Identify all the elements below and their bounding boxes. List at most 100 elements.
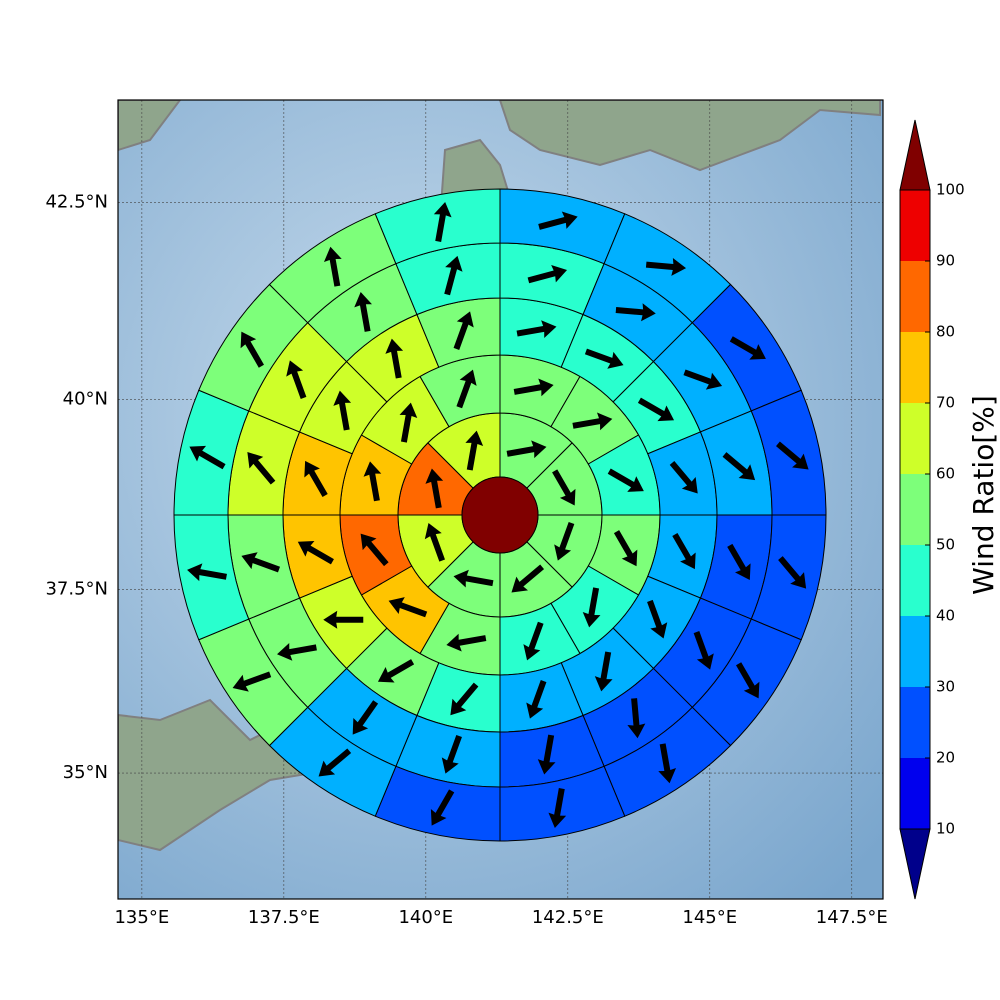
wind-arrow [627,698,646,739]
wind-arrow [385,338,404,379]
wind-arrow [232,671,272,692]
y-tick-label: 42.5°N [45,191,108,212]
wind-arrow [736,662,760,699]
wind-arrow [537,734,556,775]
colorbar-band [900,758,930,829]
wind-arrow [318,748,352,777]
wind-arrow [572,412,613,431]
wind-arrow [352,700,379,735]
colorbar-tick-label: 60 [936,465,955,483]
wind-arrow [323,610,364,629]
colorbar-band [900,545,930,616]
colorbar-band [900,616,930,687]
wind-arrow [388,597,428,618]
wind-arrow [776,441,809,470]
wind-arrow [548,788,567,828]
colorbar-tick-label: 100 [936,181,965,199]
wind-arrow [247,451,276,485]
center [461,476,539,554]
colorbar-tick-label: 30 [936,678,955,696]
colorbar: 10 20 30 40 50 60 70 80 90 100 [899,119,965,900]
x-tick-label: 142.5°E [532,907,604,928]
wind-arrow [424,522,445,562]
wind-arrow [669,460,698,494]
x-tick-label: 145°E [682,907,737,928]
wind-arrow [297,540,334,565]
wind-arrow [441,734,462,774]
sector [374,188,501,265]
land [118,100,182,152]
wind-arrow [277,643,317,661]
wind-arrow [554,521,575,561]
colorbar-band [900,332,930,403]
wind-arrow [444,255,463,296]
wind-arrow [645,257,687,276]
colorbar-tick-label: 10 [936,820,955,838]
x-tick-label: 135°E [114,907,169,928]
wind-arrow [189,445,226,470]
wind-arrow [453,569,494,588]
colorbar-band [900,261,930,332]
wind-arrow [693,631,714,670]
colorbar-tick-label: 20 [936,749,955,767]
colorbar-band [900,687,930,758]
colorbar-tick-label: 80 [936,323,955,341]
colorbar-band [900,403,930,474]
y-tick-label: 35°N [63,762,108,783]
wind-arrow [516,320,557,338]
wind-arrow [430,789,455,826]
colorbar-tick-label: 70 [936,394,955,412]
wind-arrow [360,533,389,567]
wind-arrow [722,452,756,481]
wind-arrow [453,311,474,350]
colorbar-band [900,190,930,261]
wind-arrow [506,440,547,459]
wind-arrow [450,682,479,716]
wind-arrow [446,633,487,652]
x-tick-label: 137.5°E [248,907,320,928]
wind-arrow [523,621,544,661]
wind-arrow [778,556,807,589]
x-tick-label: 147.5°E [816,907,888,928]
wind-arrow [637,397,675,422]
wind-arrow [594,651,613,692]
wind-arrow [425,468,444,509]
wind-arrow [363,461,382,502]
y-tick-label: 37.5°N [45,578,108,599]
wind-arrow [613,530,638,567]
wind-arrow [683,369,723,390]
frame [117,99,884,900]
colorbar-label: Wind Ratio[%] [967,395,1000,595]
wind-arrow [354,292,372,332]
colorbar-extend [899,828,931,900]
wind-arrow [526,680,547,719]
wind-arrow [538,211,578,230]
wind-arrow [286,360,307,399]
colorbar-tick-label: 50 [936,536,955,554]
wind-arrow [552,469,576,506]
land [498,100,881,172]
colorbar-tick-label: 40 [936,607,955,625]
wind-arrow [187,563,227,582]
wind-arrow [513,378,554,397]
wind-arrow [658,743,677,784]
colorbar-outline [899,189,931,830]
wind-arrow [465,430,484,471]
wind-arrow [377,659,415,683]
wind-arrow [456,369,477,409]
wind-arrow [333,390,352,431]
colorbar-extend [899,119,931,191]
wind-arrow [511,564,545,593]
y-tick-label: 40°N [63,388,108,409]
wind-arrow [615,303,656,322]
wind-arrow [582,587,601,628]
x-tick-label: 140°E [398,907,453,928]
wind-arrow [241,552,281,573]
wind-arrow [527,264,568,284]
wind-arrow [399,402,418,443]
wind-arrow [240,331,264,368]
wind-arrow [672,532,696,570]
colorbar-band [900,474,930,545]
wind-arrow [323,246,342,287]
